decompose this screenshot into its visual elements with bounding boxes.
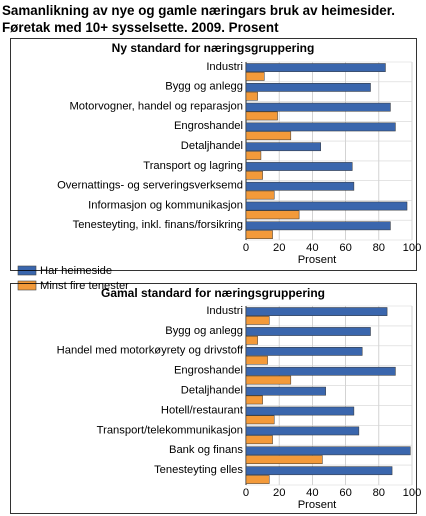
x-tick-label: 60 xyxy=(339,242,351,254)
x-tick-label: 80 xyxy=(373,487,385,499)
x-tick-label: 60 xyxy=(339,487,351,499)
category-label: Detaljhandel xyxy=(181,385,243,397)
category-label: Industri xyxy=(206,305,243,317)
bar-minst-fire-tenester xyxy=(245,91,258,101)
bar-minst-fire-tenester xyxy=(245,435,273,445)
bar-minst-fire-tenester xyxy=(245,395,263,405)
chart-bottom: Gamal standard for næringsgruppering 0 20 4… xyxy=(10,283,422,514)
bar-har-heimeside xyxy=(245,83,371,92)
category-label: Detaljhandel xyxy=(181,140,243,152)
bar-minst-fire-tenester xyxy=(245,131,292,141)
x-tick-label: 40 xyxy=(306,487,318,499)
panel-frame xyxy=(10,38,417,271)
bar-har-heimeside xyxy=(245,466,393,476)
bar-minst-fire-tenester xyxy=(245,316,270,325)
x-tick-label: 100 xyxy=(403,487,422,499)
bar-har-heimeside xyxy=(245,366,396,376)
x-tick-label: 80 xyxy=(373,242,385,254)
x-tick-label: 20 xyxy=(273,242,285,254)
bar-har-heimeside xyxy=(245,142,321,152)
category-label: Transport og lagring xyxy=(143,160,243,172)
category-label: Overnattings- og serveringsverksemd xyxy=(57,180,243,192)
category-label: Hotell/restaurant xyxy=(161,404,244,416)
x-tick-label: 20 xyxy=(273,487,285,499)
chart-top: Ny standard for næringsgruppering 0 20 40 60… xyxy=(10,38,422,271)
panel-frame xyxy=(10,283,417,514)
x-tick-label: 40 xyxy=(306,242,318,254)
bar-minst-fire-tenester xyxy=(245,355,268,365)
legend-label-2: Minst fire tenester xyxy=(40,280,129,292)
x-axis-label: Prosent xyxy=(298,254,337,266)
bar-har-heimeside xyxy=(245,162,353,171)
x-tick-label: 0 xyxy=(243,487,249,499)
x-tick-label: 0 xyxy=(243,242,249,254)
category-label: Motorvogner, handel og reparasjon xyxy=(69,100,243,112)
bar-minst-fire-tenester xyxy=(245,111,278,121)
bar-minst-fire-tenester xyxy=(245,230,273,239)
legend-label-1: Har heimeside xyxy=(40,265,112,277)
title-line-1: Samanlikning av nye og gamle næringars b… xyxy=(2,3,395,18)
legend-swatch-2 xyxy=(17,280,37,291)
bar-har-heimeside xyxy=(245,347,363,356)
category-label: Transport/telekommunikasjon xyxy=(97,424,243,436)
category-label: Industri xyxy=(206,61,243,73)
bar-minst-fire-tenester xyxy=(245,475,270,484)
panel-subtitle: Gamal standard for næringsgruppering xyxy=(101,286,325,300)
bar-minst-fire-tenester xyxy=(245,455,323,464)
bar-har-heimeside xyxy=(245,102,391,112)
panel-subtitle: Ny standard for næringsgruppering xyxy=(112,41,315,55)
bar-har-heimeside xyxy=(245,201,408,211)
bar-har-heimeside xyxy=(245,446,411,456)
bar-minst-fire-tenester xyxy=(245,190,275,200)
bar-har-heimeside xyxy=(245,327,371,336)
category-label: Bank og finans xyxy=(169,444,243,456)
bar-har-heimeside xyxy=(245,63,386,72)
category-label: Bygg og anlegg xyxy=(165,325,243,337)
chart-title: Samanlikning av nye og gamle næringars b… xyxy=(2,2,424,36)
bar-har-heimeside xyxy=(245,426,360,436)
bar-minst-fire-tenester xyxy=(245,170,263,180)
x-tick-label: 100 xyxy=(403,242,422,254)
bar-minst-fire-tenester xyxy=(245,151,262,160)
category-label: Bygg og anlegg xyxy=(165,81,243,93)
bar-minst-fire-tenester xyxy=(245,415,275,425)
category-label: Engroshandel xyxy=(174,120,243,132)
bar-har-heimeside xyxy=(245,307,388,316)
category-label: Tenesteyting, inkl. finans/forsikring xyxy=(73,219,243,231)
bar-minst-fire-tenester xyxy=(245,210,300,220)
bar-har-heimeside xyxy=(245,406,355,416)
bar-har-heimeside xyxy=(245,221,391,231)
bar-har-heimeside xyxy=(245,386,326,396)
title-line-2: Føretak med 10+ sysselsette. 2009. Prose… xyxy=(2,20,279,35)
category-label: Informasjon og kommunikasjon xyxy=(88,199,243,211)
bar-har-heimeside xyxy=(245,122,396,132)
bar-minst-fire-tenester xyxy=(245,375,292,385)
category-label: Tenesteyting elles xyxy=(154,464,243,476)
category-label: Handel med motorkøyrety og drivstoff xyxy=(57,345,244,357)
bar-minst-fire-tenester xyxy=(245,335,258,345)
category-label: Engroshandel xyxy=(174,365,243,377)
bar-minst-fire-tenester xyxy=(245,72,265,81)
bar-har-heimeside xyxy=(245,181,355,191)
x-axis-label: Prosent xyxy=(298,499,337,511)
